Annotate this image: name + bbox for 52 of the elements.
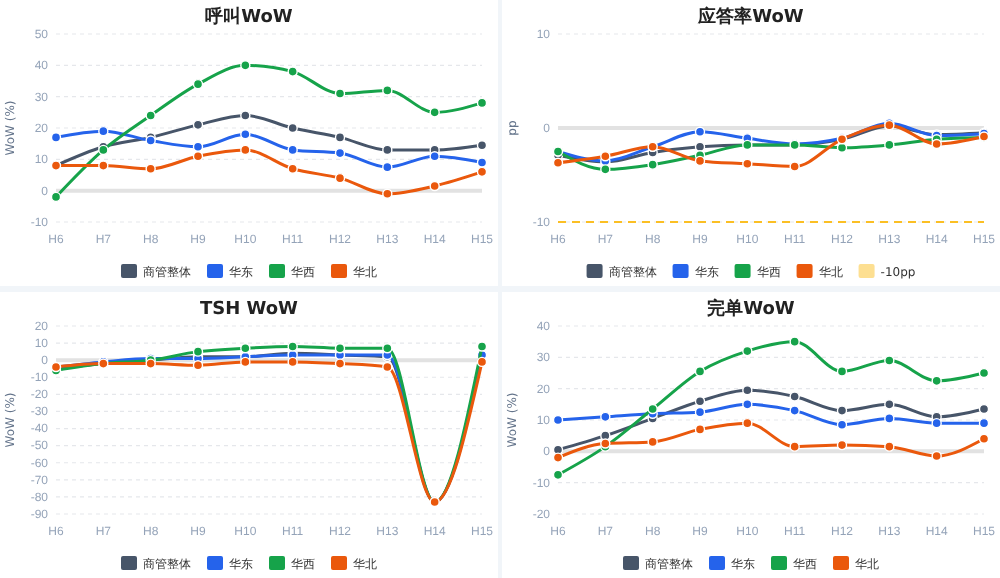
point xyxy=(742,399,753,410)
point xyxy=(694,126,706,137)
point xyxy=(789,336,800,347)
point xyxy=(240,60,251,71)
point xyxy=(789,405,800,416)
point xyxy=(240,343,251,354)
point xyxy=(694,424,706,435)
point xyxy=(836,405,848,416)
point xyxy=(429,107,440,118)
point xyxy=(884,441,895,452)
chart-title: TSH WoW xyxy=(199,300,299,320)
point xyxy=(884,355,895,366)
point xyxy=(742,158,753,169)
point xyxy=(694,366,706,377)
point xyxy=(789,441,800,452)
point xyxy=(884,399,895,410)
point xyxy=(382,85,393,96)
point xyxy=(789,161,800,172)
point xyxy=(382,361,393,373)
point xyxy=(836,366,848,377)
point xyxy=(192,346,204,357)
point xyxy=(287,356,298,368)
point xyxy=(647,436,658,448)
point xyxy=(240,356,251,368)
point xyxy=(334,358,346,369)
point xyxy=(145,110,156,121)
point xyxy=(647,159,658,170)
point xyxy=(287,163,298,174)
point xyxy=(600,411,611,423)
point xyxy=(334,343,346,354)
point xyxy=(789,391,800,402)
point xyxy=(287,341,298,352)
point xyxy=(240,144,251,156)
point xyxy=(287,144,298,156)
chart-title: 完单WoW xyxy=(707,298,795,320)
point xyxy=(382,144,393,156)
point xyxy=(145,163,156,174)
point xyxy=(287,66,298,77)
point xyxy=(600,164,611,175)
point xyxy=(334,88,346,99)
point xyxy=(382,343,393,354)
point xyxy=(334,132,346,143)
point xyxy=(836,439,848,451)
point xyxy=(98,160,109,171)
point xyxy=(884,413,895,424)
point xyxy=(429,180,440,192)
chart-title: 呼叫WoW xyxy=(205,6,293,28)
point xyxy=(647,403,658,415)
point xyxy=(836,419,848,430)
chart-title: 应答率WoW xyxy=(696,6,804,28)
point xyxy=(240,110,251,121)
point xyxy=(50,132,62,143)
